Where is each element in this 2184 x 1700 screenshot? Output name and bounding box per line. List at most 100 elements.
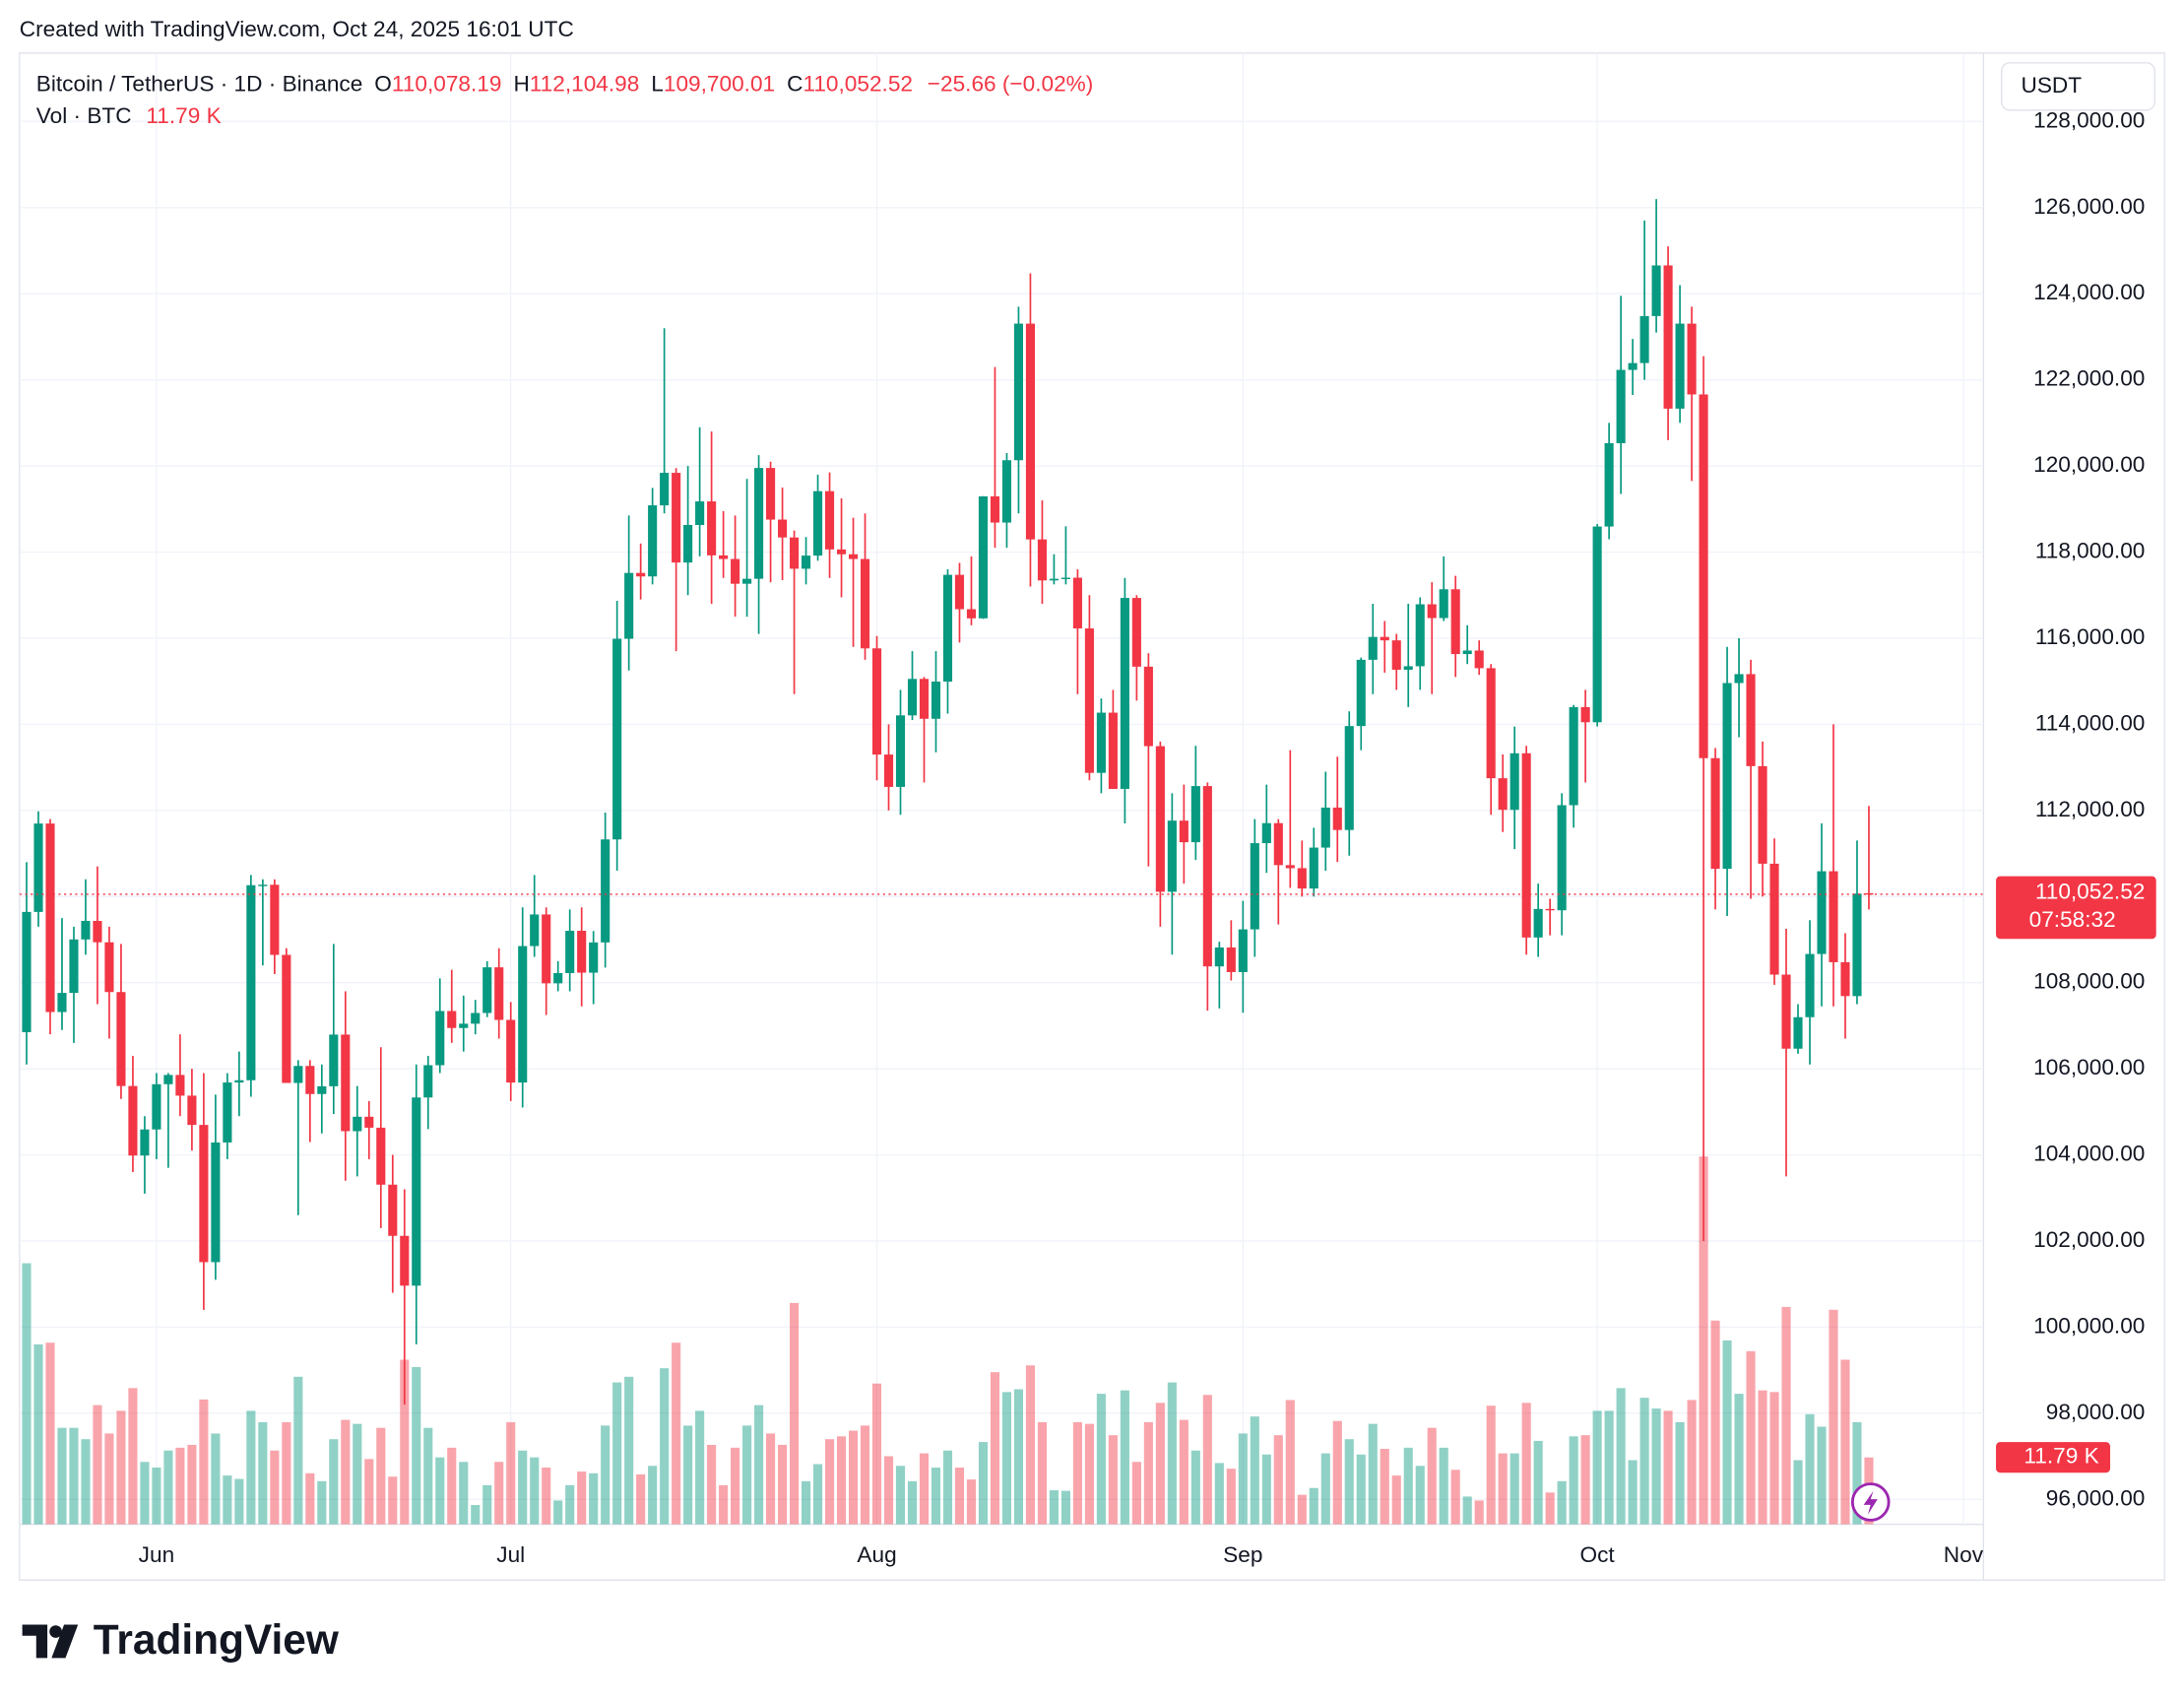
candle-body xyxy=(33,823,43,912)
volume-bar xyxy=(860,1425,870,1525)
volume-bar xyxy=(1131,1462,1141,1525)
volume-bar xyxy=(1368,1423,1378,1525)
candle-body xyxy=(848,554,859,559)
volume-bar xyxy=(601,1425,610,1525)
currency-button[interactable] xyxy=(2000,62,2156,111)
volume-bar xyxy=(1769,1392,1779,1525)
candle-body xyxy=(1380,636,1389,641)
caption: Created with TradingView.com, Oct 24, 20… xyxy=(20,17,574,41)
volume-bar xyxy=(1167,1382,1177,1525)
volume-bar xyxy=(175,1447,185,1525)
candle-body xyxy=(1427,604,1437,619)
candle-body xyxy=(282,954,291,1083)
volume-bar xyxy=(1155,1403,1165,1525)
candle-body xyxy=(1699,394,1708,758)
volume-bar xyxy=(482,1484,492,1525)
candle-body xyxy=(766,468,776,520)
candle-body xyxy=(128,1085,138,1156)
volume-bar xyxy=(1439,1447,1448,1525)
candle-body xyxy=(494,967,504,1020)
y-tick-label: 102,000.00 xyxy=(2033,1227,2145,1252)
candle-body xyxy=(1120,598,1129,789)
volume-bar xyxy=(1746,1350,1756,1525)
volume-bar xyxy=(258,1421,268,1525)
currency-label[interactable]: USDT xyxy=(2021,73,2082,98)
volume-bar xyxy=(1013,1389,1024,1525)
volume-bar xyxy=(1238,1433,1248,1525)
y-tick-label: 124,000.00 xyxy=(2033,280,2145,304)
volume-bar xyxy=(636,1473,646,1525)
volume-bar xyxy=(1639,1398,1649,1525)
candle-body xyxy=(305,1066,315,1094)
candle-body xyxy=(824,490,835,550)
volume-bar xyxy=(1309,1487,1318,1525)
y-tick-label: 96,000.00 xyxy=(2046,1485,2146,1510)
volume-bar xyxy=(1001,1392,1012,1525)
x-tick-label: Jun xyxy=(139,1542,174,1567)
volume-bar xyxy=(790,1302,800,1525)
candle-body xyxy=(258,884,268,886)
candle-body xyxy=(163,1075,173,1084)
volume-bar xyxy=(1829,1309,1838,1525)
candle-body xyxy=(1769,863,1779,975)
candle-body xyxy=(778,519,788,538)
candle-body xyxy=(648,505,658,577)
candle-body xyxy=(1439,589,1448,619)
countdown-label: 07:58:32 xyxy=(2029,907,2116,932)
volume-bar xyxy=(1592,1410,1602,1525)
price-pane xyxy=(19,199,1984,1406)
volume-bar xyxy=(1651,1408,1661,1525)
volume-bar xyxy=(1450,1470,1460,1525)
volume-bar xyxy=(1261,1454,1271,1525)
volume-bar xyxy=(69,1427,79,1525)
volume-bar xyxy=(895,1466,906,1525)
candle-body xyxy=(1072,577,1082,629)
candle-body xyxy=(660,473,670,506)
volume-bar xyxy=(719,1484,729,1525)
volume-title: Vol · BTC xyxy=(36,103,132,128)
volume-bar xyxy=(1545,1492,1555,1525)
logo-dot xyxy=(49,1625,62,1638)
volume-bar xyxy=(1214,1463,1224,1525)
candle-body xyxy=(1332,807,1342,830)
candle-body xyxy=(353,1116,362,1132)
brand-logo xyxy=(22,1624,79,1659)
volume-bar xyxy=(1320,1453,1330,1525)
candle-body xyxy=(1190,786,1200,843)
candle-body xyxy=(518,946,528,1083)
candle-body xyxy=(199,1125,209,1263)
last-volume-label: 11.79 K xyxy=(2023,1444,2098,1469)
candle-body xyxy=(364,1116,374,1128)
candle-body xyxy=(719,555,729,559)
volume-bar xyxy=(1108,1435,1118,1525)
candle-body xyxy=(731,558,740,584)
close-value: 110,052.52 xyxy=(803,71,913,96)
ohlc-letter: O xyxy=(374,71,392,96)
volume-bar xyxy=(695,1410,705,1525)
volume-bar xyxy=(672,1342,681,1525)
candle-body xyxy=(104,942,114,993)
volume-bar xyxy=(1781,1306,1791,1525)
candle-body xyxy=(1049,578,1059,581)
volume-bar xyxy=(435,1457,445,1525)
volume-bar xyxy=(1332,1420,1342,1525)
candle-body xyxy=(1155,746,1165,892)
candle-body xyxy=(1628,362,1638,370)
candle-body xyxy=(1309,847,1318,889)
candle-body xyxy=(412,1097,421,1286)
volume-bar xyxy=(447,1447,457,1525)
volume-bar xyxy=(660,1368,670,1525)
volume-bar xyxy=(1722,1340,1732,1525)
candle-body xyxy=(482,967,492,1013)
volume-bar xyxy=(624,1376,634,1525)
volume-bar xyxy=(1462,1496,1472,1525)
volume-bar xyxy=(919,1453,930,1525)
volume-bar xyxy=(871,1383,882,1525)
candle-body xyxy=(1663,265,1673,409)
candle-body xyxy=(459,1023,469,1028)
volume-bar xyxy=(802,1480,811,1525)
volume-bar xyxy=(1498,1453,1508,1525)
chart-frame xyxy=(19,52,2165,1581)
brand-name: TradingView xyxy=(94,1616,340,1663)
candle-body xyxy=(175,1075,185,1096)
